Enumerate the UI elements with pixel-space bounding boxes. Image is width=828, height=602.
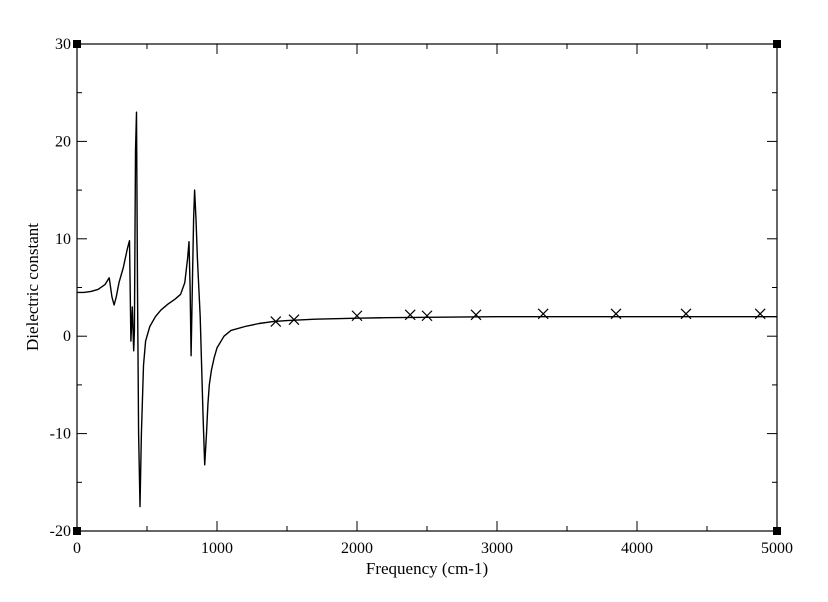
series-line	[77, 111, 777, 508]
x-marker	[288, 314, 300, 326]
x-tick-label: 4000	[621, 540, 653, 557]
corner-square	[73, 40, 81, 48]
x-marker-stroke	[680, 308, 692, 320]
x-marker-stroke	[470, 309, 482, 321]
y-tick-label: 30	[55, 36, 71, 53]
plot-area	[76, 43, 778, 532]
y-tick-label: -20	[50, 523, 71, 540]
corner-squares	[73, 40, 781, 535]
y-tick-label: -10	[50, 426, 71, 443]
x-marker-stroke	[270, 316, 282, 328]
x-marker-stroke	[351, 310, 363, 322]
x-marker	[537, 308, 549, 320]
x-tick-label: 2000	[341, 540, 373, 557]
corner-square	[773, 527, 781, 535]
y-tick-label: 0	[63, 328, 71, 345]
y-tick-label: 10	[55, 231, 71, 248]
x-marker-stroke	[610, 308, 622, 320]
series-lines	[77, 111, 777, 508]
x-marker-stroke	[288, 314, 300, 326]
tick-labels: 0 1000 2000 3000 4000 5000 -20 -10 0 10 20 30	[50, 36, 793, 557]
x-marker	[270, 316, 282, 328]
x-tick-label: 1000	[201, 540, 233, 557]
x-marker	[610, 308, 622, 320]
x-axis-label: Frequency (cm-1)	[366, 559, 488, 578]
x-marker	[404, 309, 416, 321]
plot-frame	[76, 43, 778, 532]
corner-square	[773, 40, 781, 48]
x-marker-stroke	[404, 309, 416, 321]
x-marker-stroke	[754, 308, 766, 320]
x-tick-label: 0	[73, 540, 81, 557]
y-axis-label: Dielectric constant	[23, 223, 42, 351]
series-markers	[270, 308, 766, 328]
x-marker	[421, 310, 433, 322]
x-marker	[680, 308, 692, 320]
y-tick-label: 20	[55, 133, 71, 150]
ticks	[76, 43, 778, 532]
x-marker	[754, 308, 766, 320]
x-tick-label: 3000	[481, 540, 513, 557]
x-marker	[351, 310, 363, 322]
x-marker	[470, 309, 482, 321]
x-tick-label: 5000	[761, 540, 793, 557]
x-marker-stroke	[421, 310, 433, 322]
corner-square	[73, 527, 81, 535]
x-marker-stroke	[537, 308, 549, 320]
